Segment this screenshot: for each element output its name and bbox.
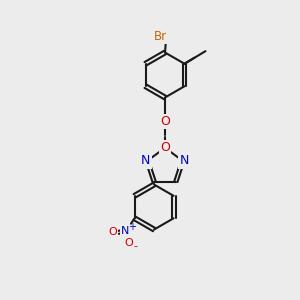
Text: O: O (124, 238, 133, 248)
Text: +: + (128, 222, 136, 232)
Text: O: O (160, 141, 170, 154)
Text: N: N (179, 154, 189, 167)
Text: N: N (141, 154, 151, 167)
Text: -: - (133, 242, 137, 251)
Text: Br: Br (154, 29, 167, 43)
Text: O: O (108, 227, 117, 237)
Text: O: O (160, 115, 170, 128)
Text: N: N (121, 226, 129, 236)
